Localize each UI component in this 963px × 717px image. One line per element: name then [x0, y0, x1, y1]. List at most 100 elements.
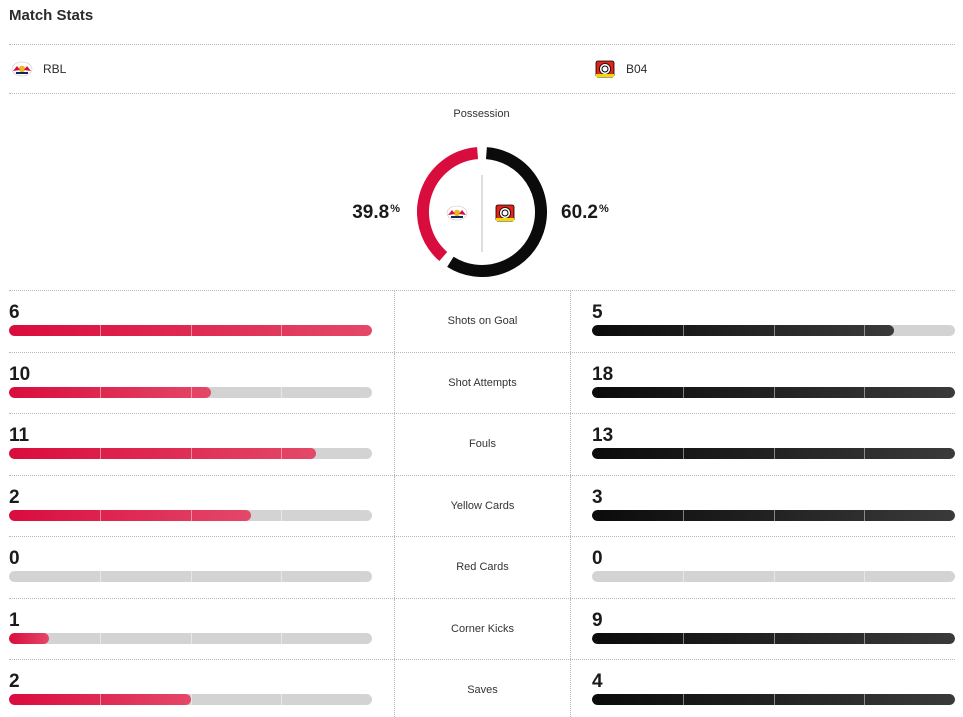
away-stat-value: 5	[592, 302, 603, 323]
bar-segment-divider	[864, 386, 865, 398]
bar-segment-divider	[774, 571, 775, 582]
stat-label: Yellow Cards	[394, 475, 571, 536]
bar-segment-divider	[100, 509, 101, 521]
home-stat-bar	[9, 509, 372, 521]
bar-segment-divider	[191, 632, 192, 644]
away-possession-value: 60.2%	[561, 202, 609, 223]
away-possession-arc	[447, 147, 547, 277]
stat-label: Saves	[394, 660, 571, 717]
bar-segment-divider	[683, 571, 684, 582]
bar-segment-divider	[774, 632, 775, 644]
home-stat-value: 6	[9, 302, 20, 323]
away-stat-value: 4	[592, 671, 603, 692]
away-stat-bar	[592, 448, 955, 459]
bar-segment-divider	[281, 509, 282, 521]
bar-segment-divider	[683, 386, 684, 398]
away-stat-bar	[592, 571, 955, 582]
stat-row: 2 Saves 4	[9, 659, 955, 717]
stat-label: Red Cards	[394, 537, 571, 598]
stats-table: 6 Shots on Goal 5 10 Shot Attempts 18 11 Fouls 1…	[9, 290, 955, 717]
home-stat-bar	[9, 448, 372, 459]
stat-row: 11 Fouls 13	[9, 413, 955, 475]
stat-label: Corner Kicks	[394, 598, 571, 659]
away-stat-bar-fill	[592, 509, 955, 521]
home-stat-value: 10	[9, 363, 31, 385]
bar-segment-divider	[864, 694, 865, 705]
away-stat-bar-fill	[592, 694, 955, 705]
stat-row: 10 Shot Attempts 18	[9, 351, 955, 413]
stat-row: 2 Yellow Cards 3	[9, 474, 955, 536]
rb-leipzig-logo-icon	[446, 205, 468, 221]
home-stat-bar-fill	[9, 386, 211, 398]
bar-segment-divider	[281, 632, 282, 644]
away-stat-value: 13	[592, 425, 614, 446]
home-stat-value: 2	[9, 486, 20, 508]
bar-segment-divider	[683, 509, 684, 521]
bar-segment-divider	[864, 448, 865, 459]
bar-segment-divider	[774, 509, 775, 521]
bayer-leverkusen-logo-icon	[595, 60, 615, 78]
bar-segment-divider	[281, 325, 282, 336]
divider	[9, 93, 955, 94]
rb-leipzig-logo-icon	[11, 61, 33, 77]
home-stat-value: 1	[9, 609, 20, 631]
bar-segment-divider	[864, 632, 865, 644]
bar-segment-divider	[191, 448, 192, 459]
bar-segment-divider	[100, 632, 101, 644]
away-stat-bar-fill	[592, 632, 955, 644]
home-stat-bar	[9, 632, 372, 644]
stat-label: Shot Attempts	[394, 352, 571, 413]
away-stat-value: 3	[592, 486, 603, 508]
divider	[9, 44, 955, 45]
away-stat-bar	[592, 509, 955, 521]
bar-segment-divider	[774, 448, 775, 459]
bar-segment-divider	[774, 386, 775, 398]
away-stat-bar	[592, 386, 955, 398]
home-stat-value: 2	[9, 671, 20, 692]
stat-row: 6 Shots on Goal 5	[9, 290, 955, 352]
home-stat-value: 11	[9, 425, 30, 446]
away-team: B04	[594, 60, 647, 78]
home-stat-bar-fill	[9, 694, 191, 705]
bar-segment-divider	[191, 386, 192, 398]
bar-segment-divider	[100, 386, 101, 398]
bar-segment-divider	[191, 509, 192, 521]
home-team: RBL	[11, 60, 66, 78]
bar-segment-divider	[191, 571, 192, 582]
home-team-abbr: RBL	[43, 62, 67, 76]
away-team-abbr: B04	[626, 62, 648, 76]
stat-label: Fouls	[394, 414, 571, 475]
bar-segment-divider	[100, 694, 101, 705]
bar-segment-divider	[191, 325, 192, 336]
bar-segment-divider	[683, 448, 684, 459]
stat-row: 0 Red Cards 0	[9, 536, 955, 598]
away-stat-bar-fill	[592, 325, 894, 336]
away-stat-value: 0	[592, 548, 603, 569]
bar-segment-divider	[864, 571, 865, 582]
away-stat-value: 18	[592, 363, 614, 385]
bar-segment-divider	[281, 571, 282, 582]
bar-segment-divider	[683, 632, 684, 644]
home-stat-bar	[9, 386, 372, 398]
bar-segment-divider	[100, 448, 101, 459]
stat-label: Shots on Goal	[394, 291, 571, 352]
home-stat-bar	[9, 694, 372, 705]
away-stat-bar-fill	[592, 448, 955, 459]
home-stat-bar	[9, 325, 372, 336]
bar-segment-divider	[774, 325, 775, 336]
away-stat-bar	[592, 325, 955, 336]
bayer-leverkusen-logo-icon	[495, 204, 515, 222]
bar-segment-divider	[864, 509, 865, 521]
bar-segment-divider	[281, 386, 282, 398]
bar-segment-divider	[683, 694, 684, 705]
home-stat-bar-fill	[9, 325, 372, 336]
away-stat-bar-fill	[592, 386, 955, 398]
possession-donut-chart	[417, 147, 547, 277]
home-possession-arc	[417, 147, 479, 262]
stat-row: 1 Corner Kicks 9	[9, 597, 955, 659]
bar-segment-divider	[683, 325, 684, 336]
bar-segment-divider	[100, 325, 101, 336]
bar-segment-divider	[100, 571, 101, 582]
bar-segment-divider	[191, 694, 192, 705]
bar-segment-divider	[774, 694, 775, 705]
